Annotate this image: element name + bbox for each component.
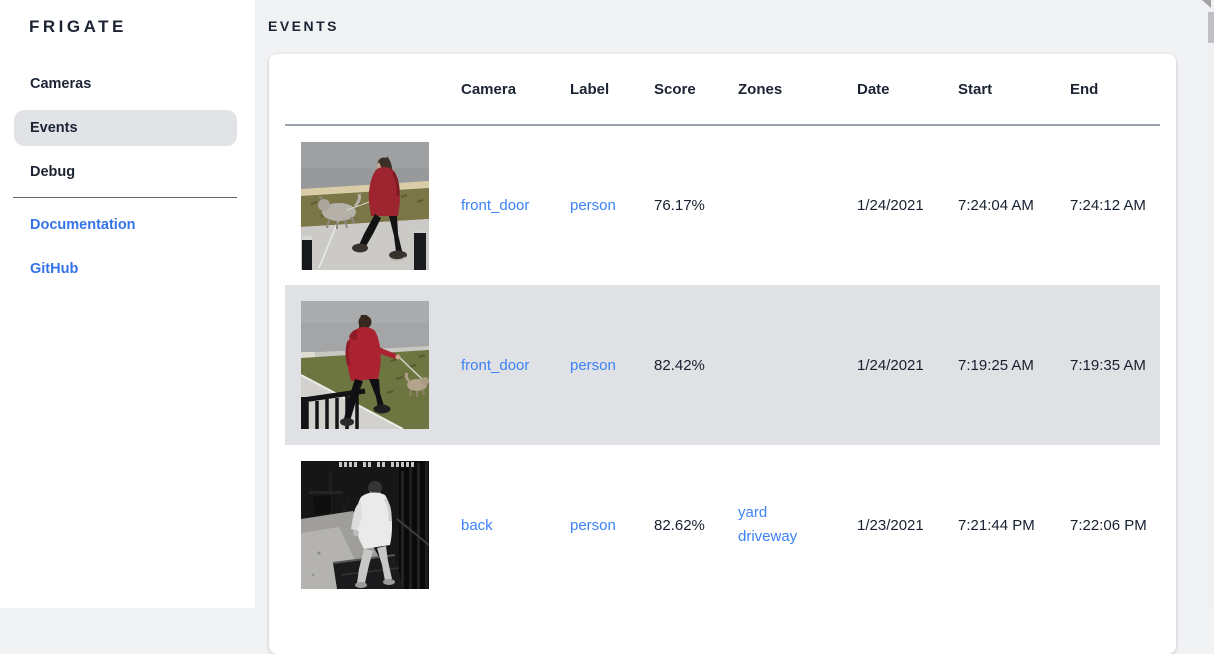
column-header-date: Date — [857, 54, 958, 126]
column-header-zones: Zones — [738, 54, 857, 126]
label-link[interactable]: person — [570, 197, 616, 214]
event-end-cell: 7:24:12 AM — [1070, 197, 1146, 214]
event-thumbnail[interactable] — [301, 301, 429, 429]
event-score-cell: 76.17% — [654, 197, 705, 214]
zone-link[interactable]: driveway — [738, 528, 798, 545]
event-start-cell: 7:24:04 AM — [958, 197, 1034, 214]
event-label-cell: person — [570, 125, 654, 285]
event-date-cell: 1/23/2021 — [857, 516, 924, 534]
event-thumbnail-cell — [285, 285, 461, 445]
event-label-cell: person — [570, 285, 654, 445]
sidebar-item-label: Events — [30, 120, 78, 136]
main-content: EVENTS Camera Label Score Zones Date Sta… — [255, 0, 1214, 654]
event-end-cell: 7:19:35 AM — [1070, 285, 1160, 445]
zone-link[interactable]: yard — [738, 504, 768, 521]
sidebar-item-cameras[interactable]: Cameras — [14, 66, 237, 102]
sidebar-item-events[interactable]: Events — [14, 110, 237, 146]
event-thumbnail-cell — [285, 445, 461, 605]
event-camera-cell: front_door — [461, 125, 570, 285]
event-thumbnail[interactable] — [301, 461, 429, 589]
event-camera-cell: back — [461, 445, 570, 605]
column-header-camera: Camera — [461, 54, 570, 126]
event-end-cell: 7:22:06 PM — [1070, 516, 1147, 534]
camera-link[interactable]: front_door — [461, 197, 530, 214]
app-logo[interactable]: FRIGATE — [29, 17, 127, 36]
camera-link[interactable]: back — [461, 516, 493, 534]
sidebar-nav: Cameras Events Debug — [14, 66, 237, 198]
sidebar-item-label: Debug — [30, 164, 76, 180]
event-thumbnail-cell — [285, 125, 461, 285]
events-table-header: Camera Label Score Zones Date Start End — [285, 54, 1160, 126]
page-title: EVENTS — [268, 18, 340, 34]
column-header-label: Label — [570, 54, 654, 126]
scrollbar-corner-icon — [1202, 0, 1211, 8]
scrollbar-track[interactable] — [1208, 0, 1214, 608]
column-header-end: End — [1070, 54, 1160, 126]
event-start-cell: 7:21:44 PM — [958, 516, 1035, 534]
table-row-highlighted: front_door person 82.42% 1/24/2021 7:19:… — [285, 285, 1160, 445]
scrollbar-thumb[interactable] — [1208, 12, 1214, 43]
sidebar-item-label: Cameras — [30, 76, 92, 92]
events-table: Camera Label Score Zones Date Start End — [285, 54, 1160, 605]
label-link[interactable]: person — [570, 516, 616, 534]
event-score-cell: 82.42% — [654, 285, 738, 445]
camera-link[interactable]: front_door — [461, 356, 530, 374]
column-header-start: Start — [958, 54, 1070, 126]
table-row: front_door person 76.17% 1/24/2021 7:24:… — [285, 125, 1160, 285]
events-card: Camera Label Score Zones Date Start End — [269, 54, 1176, 654]
sidebar-link-documentation[interactable]: Documentation — [30, 217, 136, 233]
event-start-cell: 7:19:25 AM — [958, 285, 1070, 445]
sidebar-divider — [13, 197, 237, 198]
event-zones-cell — [738, 125, 857, 285]
sidebar-item-debug[interactable]: Debug — [14, 154, 237, 190]
event-date-cell: 1/24/2021 — [857, 285, 958, 445]
label-link[interactable]: person — [570, 356, 616, 374]
column-header-thumbnail — [285, 54, 461, 126]
event-zones-cell: yard driveway — [738, 445, 857, 605]
event-score-cell: 82.62% — [654, 516, 705, 534]
event-label-cell: person — [570, 445, 654, 605]
column-header-score: Score — [654, 54, 738, 126]
sidebar: FRIGATE Cameras Events Debug Documentati… — [0, 0, 255, 608]
sidebar-link-github[interactable]: GitHub — [30, 261, 79, 277]
event-thumbnail[interactable] — [301, 141, 429, 270]
event-zones-cell — [738, 285, 857, 445]
table-row: back person 82.62% yard driveway 1/23/20… — [285, 445, 1160, 605]
event-camera-cell: front_door — [461, 285, 570, 445]
sidebar-external-links: Documentation GitHub — [14, 207, 237, 295]
event-date-cell: 1/24/2021 — [857, 197, 924, 214]
